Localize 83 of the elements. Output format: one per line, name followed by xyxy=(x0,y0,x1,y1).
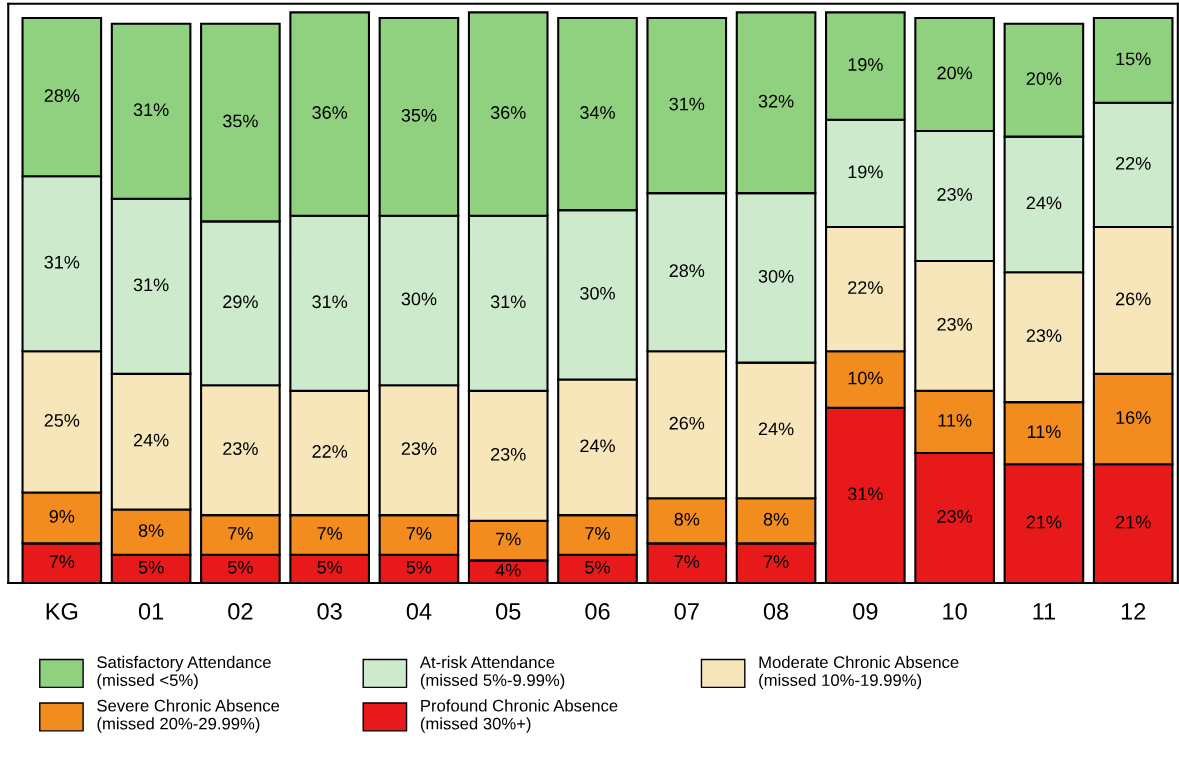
data-label: 5% xyxy=(317,560,343,574)
data-label: 26% xyxy=(669,416,705,430)
legend-label: Moderate Chronic Absence (missed 10%-19.99%) xyxy=(759,655,959,690)
x-tick-label: KG xyxy=(46,603,78,620)
data-label: 35% xyxy=(223,114,258,128)
data-label: 8% xyxy=(763,512,789,526)
data-label: 23% xyxy=(1026,329,1062,343)
x-tick-label: 09 xyxy=(853,603,878,620)
data-label: 7% xyxy=(763,555,789,568)
data-label: 31% xyxy=(44,255,80,269)
data-label: 36% xyxy=(490,106,526,119)
data-label: 24% xyxy=(758,422,794,436)
data-label: 30% xyxy=(758,269,794,283)
data-label: 24% xyxy=(580,439,615,453)
data-label: 23% xyxy=(937,510,973,523)
data-label: 24% xyxy=(133,433,169,447)
data-label: 23% xyxy=(937,188,973,201)
legend-label: Satisfactory Attendance (missed <5%) xyxy=(97,655,271,690)
data-label: 19% xyxy=(848,58,883,71)
data-label: 32% xyxy=(758,94,794,108)
data-label: 24% xyxy=(1026,196,1062,210)
x-tick-label: 08 xyxy=(763,603,789,620)
data-label: 31% xyxy=(847,487,883,501)
data-label: 20% xyxy=(937,66,973,80)
data-label: 31% xyxy=(133,103,169,117)
data-label: 25% xyxy=(44,413,80,427)
data-label: 31% xyxy=(490,295,526,309)
data-label: 8% xyxy=(674,512,700,526)
x-tick-label: 11 xyxy=(1033,603,1056,620)
legend-label: Severe Chronic Absence (missed 20%-29.99%) xyxy=(97,699,280,733)
data-label: 5% xyxy=(585,560,610,574)
data-label: 15% xyxy=(1116,52,1151,66)
data-label: 7% xyxy=(406,527,432,540)
data-label: 11% xyxy=(1027,425,1061,438)
data-label: 29% xyxy=(223,295,258,309)
data-label: 31% xyxy=(312,295,348,309)
data-label: 7% xyxy=(49,555,75,568)
data-label: 5% xyxy=(138,560,164,574)
data-label: 22% xyxy=(848,281,883,294)
x-tick-label: 02 xyxy=(228,603,253,620)
data-label: 23% xyxy=(223,442,258,456)
legend-label: At-risk Attendance (missed 5%-9.99%) xyxy=(419,655,565,690)
data-label: 21% xyxy=(1116,515,1151,529)
x-tick-label: 10 xyxy=(943,603,967,620)
legend-label: Profound Chronic Absence (missed 30%+) xyxy=(420,699,618,733)
x-tick-label: 12 xyxy=(1121,603,1146,620)
data-label: 10% xyxy=(848,371,883,385)
data-label: 31% xyxy=(669,97,705,111)
data-label: 30% xyxy=(401,292,437,306)
x-tick-label: 03 xyxy=(317,603,342,620)
data-label: 31% xyxy=(133,278,169,292)
data-label: 36% xyxy=(312,106,348,119)
data-label: 23% xyxy=(491,447,526,461)
data-label: 11% xyxy=(938,414,972,427)
data-label: 7% xyxy=(496,532,521,546)
x-tick-label: 05 xyxy=(496,603,521,620)
data-label: 28% xyxy=(669,264,705,278)
data-label: 23% xyxy=(401,442,437,456)
data-label: 30% xyxy=(580,286,615,300)
data-label: 4% xyxy=(495,563,521,577)
data-label: 7% xyxy=(585,527,610,540)
data-label: 16% xyxy=(1116,411,1151,424)
data-label: 5% xyxy=(406,560,432,574)
data-label: 9% xyxy=(49,510,75,523)
x-tick-label: 06 xyxy=(585,603,610,620)
data-label: 28% xyxy=(44,89,80,102)
data-label: 22% xyxy=(1116,156,1151,170)
data-label: 26% xyxy=(1116,292,1151,306)
x-tick-label: 01 xyxy=(138,603,164,620)
data-label: 21% xyxy=(1026,515,1062,529)
data-label: 19% xyxy=(848,165,883,179)
data-label: 22% xyxy=(312,445,348,458)
data-label: 23% xyxy=(937,317,973,331)
data-label: 35% xyxy=(401,108,437,122)
x-tick-label: 07 xyxy=(674,603,699,620)
data-label: 20% xyxy=(1026,72,1062,85)
data-label: 34% xyxy=(580,106,615,119)
x-tick-label: 04 xyxy=(406,603,432,620)
data-label: 8% xyxy=(138,524,164,537)
data-label: 5% xyxy=(228,560,253,574)
data-label: 7% xyxy=(674,555,700,568)
data-label: 7% xyxy=(317,527,343,540)
data-label: 7% xyxy=(228,527,253,540)
